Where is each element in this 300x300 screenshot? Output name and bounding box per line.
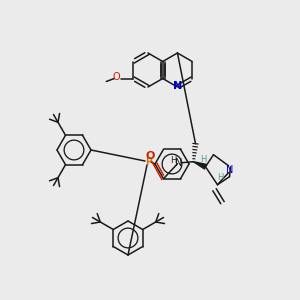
Polygon shape	[194, 162, 206, 169]
Text: P: P	[145, 157, 152, 167]
Text: N: N	[173, 81, 182, 91]
Text: O: O	[146, 151, 155, 161]
Text: H: H	[200, 155, 207, 164]
Text: N: N	[175, 158, 182, 168]
Text: O: O	[112, 73, 120, 82]
Text: H: H	[170, 156, 177, 165]
Text: N: N	[226, 165, 233, 175]
Text: H: H	[217, 173, 224, 182]
